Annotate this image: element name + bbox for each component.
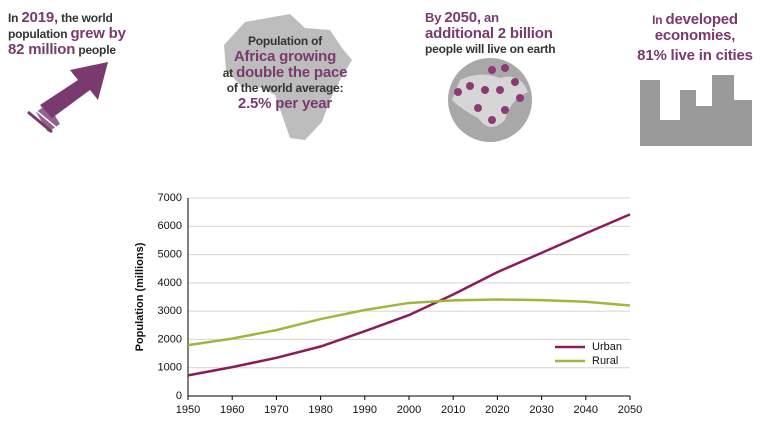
y-tick-label: 1000 [158, 362, 182, 374]
y-tick-label: 4000 [158, 277, 182, 289]
x-tick-label: 2000 [397, 404, 421, 416]
person-icon [474, 104, 482, 112]
person-icon [501, 64, 509, 72]
building [712, 75, 734, 146]
info-line: people will live on earth [425, 42, 556, 57]
info-highlight: economies, [654, 27, 736, 44]
info-highlight: In [652, 13, 663, 27]
icons [27, 14, 752, 146]
arrow-stripe [32, 107, 58, 129]
info-line: In developed [625, 12, 765, 28]
info-highlight: additional 2 billion [425, 25, 553, 42]
y-tick-label: 7000 [158, 192, 182, 204]
info-text: the world [61, 11, 113, 25]
building [696, 106, 712, 146]
info-text: at [222, 66, 233, 80]
person-icon [466, 82, 474, 90]
person-icon [481, 86, 489, 94]
info-text: Population of [247, 34, 323, 48]
x-tick-label: 2010 [441, 404, 465, 416]
series-line [187, 213, 631, 377]
info-text: In [8, 11, 19, 25]
info-2050: By 2050, an additional 2 billion people … [425, 10, 556, 57]
arrow-icon [40, 62, 108, 118]
info-highlight: 2050, [444, 9, 481, 26]
info-highlight: 81% live in cities [637, 47, 753, 64]
person-icon [488, 116, 496, 124]
info-line: population grew by [8, 26, 126, 42]
building [640, 80, 660, 146]
info-highlight: 2.5% per year [237, 95, 333, 112]
info-line: 82 million people [8, 42, 126, 58]
series-line [187, 298, 631, 347]
legend-label: Urban [592, 341, 622, 353]
people-icons [454, 64, 524, 124]
info-line: Africa growing [215, 49, 355, 65]
person-icon [516, 94, 524, 102]
arrow-stripe [27, 110, 53, 134]
info-line: 81% live in cities [625, 48, 765, 64]
x-tick-label: 2020 [485, 404, 509, 416]
info-highlight: developed [665, 11, 739, 28]
info-line: 2.5% per year [215, 96, 355, 112]
y-tick-label: 3000 [158, 305, 182, 317]
y-tick-label: 5000 [158, 248, 182, 260]
y-axis-label: Population (millions) [134, 242, 146, 351]
skyline [640, 75, 752, 146]
info-line: additional 2 billion [425, 26, 555, 42]
info-highlight: grew by [70, 25, 126, 42]
x-tick-label: 2030 [529, 404, 553, 416]
building [680, 90, 696, 146]
x-tick-label: 1970 [264, 404, 288, 416]
legend-label: Rural [592, 355, 618, 367]
info-line: In 2019, the world [8, 10, 126, 26]
info-line: Population of [215, 34, 355, 49]
person-icon [488, 66, 496, 74]
info-highlight: an [484, 10, 499, 25]
info-highlight: double the pace [236, 64, 348, 81]
info-cities: In developed economies, 81% live in citi… [625, 12, 765, 64]
x-tick-label: 2050 [618, 404, 642, 416]
info-line: at double the pace [215, 65, 355, 81]
person-icon [454, 88, 462, 96]
info-text: of the world average: [226, 81, 344, 95]
info-line: economies, [625, 28, 765, 44]
x-tick-label: 1950 [176, 404, 200, 416]
africa-map [224, 14, 352, 140]
info-population: In 2019, the world population grew by 82… [8, 10, 126, 58]
info-highlight: 82 million [8, 41, 76, 58]
info-text: people [78, 43, 116, 57]
person-icon [501, 106, 509, 114]
info-highlight: Africa growing [233, 48, 337, 65]
x-tick-label: 1960 [220, 404, 244, 416]
person-icon [496, 86, 504, 94]
x-tick-label: 1980 [308, 404, 332, 416]
y-tick-label: 2000 [158, 333, 182, 345]
info-line: of the world average: [215, 81, 355, 96]
x-tick-label: 1990 [353, 404, 377, 416]
x-tick-label: 2040 [574, 404, 598, 416]
info-text: population [8, 27, 68, 41]
info-highlight: 2019, [21, 9, 58, 26]
building [660, 120, 680, 146]
info-text: people will live on earth [425, 42, 556, 56]
person-icon [511, 78, 519, 86]
building [734, 100, 752, 146]
info-africa: Population of Africa growing at double t… [215, 34, 355, 112]
y-tick-label: 6000 [158, 220, 182, 232]
y-tick-label: 0 [176, 390, 182, 402]
info-highlight: By [425, 10, 442, 25]
info-line: By 2050, an [425, 10, 555, 26]
